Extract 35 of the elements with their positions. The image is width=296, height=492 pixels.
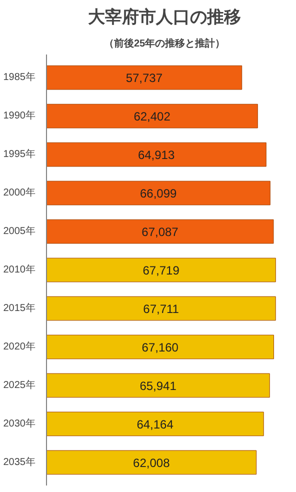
y-tick-label: 2000年 [3, 186, 36, 199]
data-label: 67,719 [142, 264, 180, 278]
bar [46, 142, 266, 167]
y-tick-label: 2010年 [3, 264, 36, 276]
y-tick-label: 2005年 [3, 225, 36, 238]
bar [46, 412, 264, 436]
data-label: 66,099 [140, 186, 177, 201]
chart-title: 大宰府市人口の推移 [88, 8, 241, 26]
y-tick-label: 2035年 [3, 456, 36, 468]
data-label: 62,402 [134, 110, 171, 124]
bar [46, 373, 270, 398]
bar [46, 334, 274, 360]
data-label: 64,913 [138, 148, 175, 162]
y-tick-label: 2020年 [3, 340, 36, 352]
y-tick-label: 2025年 [3, 378, 36, 391]
data-label: 67,711 [143, 302, 180, 316]
y-tick-label: 1985年 [3, 71, 36, 84]
bar [46, 65, 242, 90]
data-label: 64,164 [136, 417, 174, 432]
chart-subtitle: （前後25年の推移と推計） [104, 38, 226, 50]
bar [46, 219, 274, 244]
bar [46, 104, 258, 128]
bar [46, 450, 257, 475]
y-tick-label: 1995年 [3, 148, 36, 160]
y-tick-label: 2030年 [3, 417, 36, 430]
bar [46, 180, 270, 206]
data-label: 67,087 [142, 225, 179, 240]
y-tick-label: 1990年 [3, 110, 36, 122]
data-label: 57,737 [126, 71, 163, 86]
data-label: 67,160 [142, 340, 179, 354]
data-label: 62,008 [133, 456, 170, 470]
bar [46, 258, 276, 282]
bar [46, 296, 276, 321]
data-label: 65,941 [140, 378, 177, 393]
y-tick-label: 2015年 [3, 302, 36, 314]
